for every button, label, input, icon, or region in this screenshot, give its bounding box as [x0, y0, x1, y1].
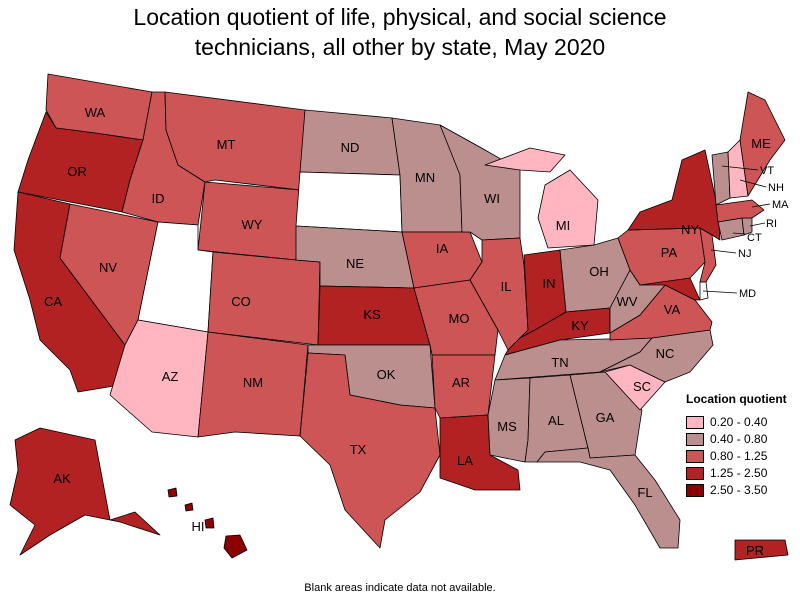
label-nj: NJ — [738, 248, 751, 260]
label-hi: HI — [192, 519, 205, 534]
label-ma: MA — [772, 199, 789, 211]
title-line-1: Location quotient of life, physical, and… — [133, 4, 667, 30]
label-nd: ND — [341, 140, 360, 155]
label-co: CO — [231, 294, 251, 309]
label-ga: GA — [596, 410, 615, 425]
label-me: ME — [751, 136, 771, 151]
state-mi-upper[interactable] — [484, 147, 566, 173]
state-hi-kauai[interactable] — [167, 487, 178, 498]
legend-title: Location quotient — [686, 392, 787, 406]
label-az: AZ — [162, 369, 179, 384]
label-nm: NM — [243, 375, 263, 390]
legend-label: 0.40 - 0.80 — [710, 432, 768, 446]
state-hi-maui[interactable] — [204, 517, 215, 529]
state-hi-oahu[interactable] — [184, 502, 194, 512]
state-ma[interactable] — [715, 199, 765, 223]
leader-ri — [749, 222, 766, 227]
label-ia: IA — [436, 241, 449, 256]
legend-swatch — [686, 483, 704, 497]
label-ok: OK — [377, 367, 396, 382]
label-oh: OH — [589, 264, 609, 279]
legend-label: 0.20 - 0.40 — [710, 415, 768, 429]
legend-swatch — [686, 449, 704, 463]
label-tx: TX — [350, 442, 367, 457]
state-labels: WA OR CA NV ID MT WY AZ CO NM ND NE KS O… — [44, 105, 789, 558]
legend-item: 0.40 - 0.80 — [686, 431, 787, 447]
label-wy: WY — [242, 217, 263, 232]
label-fl: FL — [637, 485, 652, 500]
label-ct: CT — [747, 232, 762, 244]
state-mi[interactable] — [537, 169, 599, 249]
label-ri: RI — [766, 218, 777, 230]
label-nh: NH — [768, 182, 784, 194]
label-ks: KS — [363, 307, 381, 322]
leader-ma — [751, 203, 771, 208]
leader-nj — [710, 249, 737, 254]
label-va: VA — [664, 302, 681, 317]
label-mi: MI — [556, 218, 570, 233]
state-nm[interactable] — [197, 331, 309, 438]
label-al: AL — [548, 413, 564, 428]
label-mn: MN — [415, 170, 435, 185]
label-ny: NY — [681, 222, 699, 237]
legend-label: 0.80 - 1.25 — [710, 449, 768, 463]
state-sd[interactable] — [295, 171, 403, 233]
state-fl[interactable] — [536, 447, 681, 549]
legend-label: 1.25 - 2.50 — [710, 466, 768, 480]
label-sc: SC — [633, 379, 651, 394]
label-ky: KY — [571, 318, 589, 333]
label-vt: VT — [760, 165, 774, 177]
legend-item: 0.20 - 0.40 — [686, 414, 787, 430]
legend: Location quotient 0.20 - 0.40 0.40 - 0.8… — [686, 392, 787, 499]
legend-swatch — [686, 466, 704, 480]
state-tx[interactable] — [299, 352, 441, 549]
label-or: OR — [67, 164, 87, 179]
legend-label: 2.50 - 3.50 — [710, 483, 768, 497]
footnote: Blank areas indicate data not available. — [304, 582, 496, 594]
state-ny[interactable] — [627, 149, 721, 241]
label-wa: WA — [85, 105, 106, 120]
label-wi: WI — [484, 191, 500, 206]
label-id: ID — [152, 191, 165, 206]
label-wv: WV — [617, 294, 638, 309]
state-co[interactable] — [207, 251, 321, 346]
map-title: Location quotient of life, physical, and… — [0, 2, 800, 62]
legend-swatch — [686, 415, 704, 429]
legend-swatch — [686, 432, 704, 446]
label-ne: NE — [346, 256, 364, 271]
leader-nh — [739, 179, 767, 188]
label-ca: CA — [44, 294, 62, 309]
label-pr: PR — [746, 543, 764, 558]
state-pr[interactable] — [734, 539, 789, 561]
label-pa: PA — [661, 245, 678, 260]
label-nc: NC — [656, 346, 675, 361]
label-ar: AR — [452, 375, 470, 390]
state-hi-big[interactable] — [223, 534, 248, 559]
label-ms: MS — [497, 419, 517, 434]
leader-md — [702, 290, 738, 294]
title-line-2: technicians, all other by state, May 202… — [194, 34, 606, 60]
label-ak: AK — [53, 471, 71, 486]
state-ak[interactable] — [9, 427, 161, 556]
label-la: LA — [457, 453, 473, 468]
legend-item: 1.25 - 2.50 — [686, 465, 787, 481]
label-mt: MT — [217, 137, 236, 152]
legend-item: 2.50 - 3.50 — [686, 482, 787, 498]
state-me[interactable] — [739, 91, 786, 197]
state-nc[interactable] — [599, 329, 714, 383]
leader-ct — [732, 232, 746, 235]
label-md: MD — [739, 288, 756, 300]
label-mo: MO — [449, 311, 470, 326]
label-nv: NV — [99, 260, 117, 275]
leader-vt — [721, 165, 759, 171]
label-tn: TN — [551, 355, 568, 370]
legend-item: 0.80 - 1.25 — [686, 448, 787, 464]
label-in: IN — [543, 276, 556, 291]
label-il: IL — [501, 279, 512, 294]
